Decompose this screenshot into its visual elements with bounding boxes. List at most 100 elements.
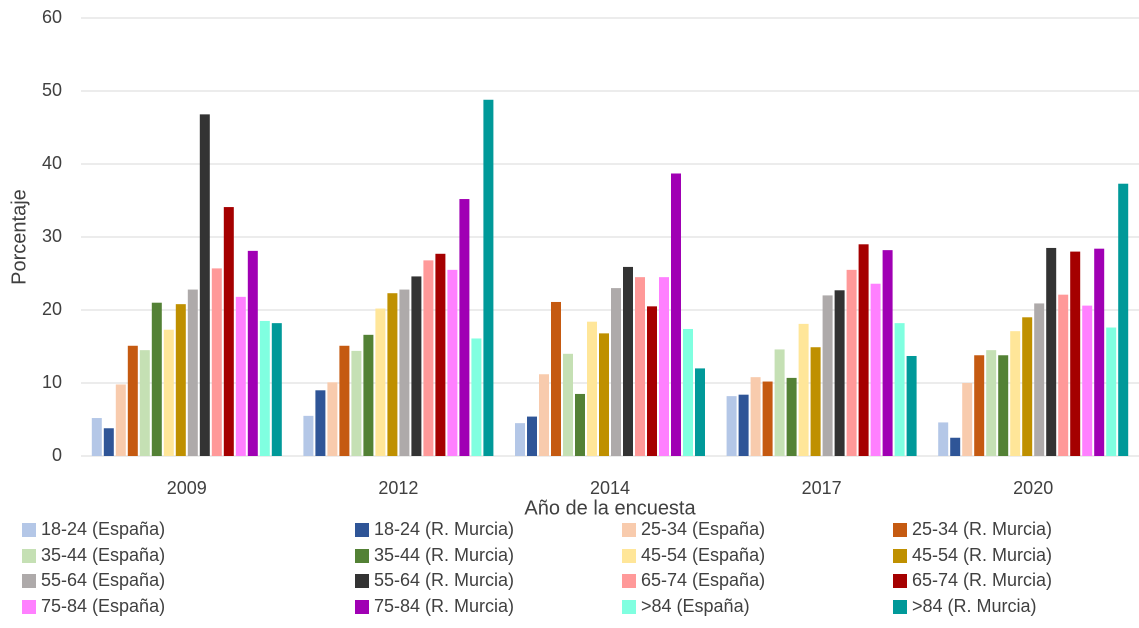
legend-swatch bbox=[622, 549, 636, 563]
legend-swatch bbox=[355, 549, 369, 563]
bar bbox=[175, 304, 186, 456]
bar bbox=[1034, 303, 1045, 456]
bar bbox=[151, 302, 162, 456]
bar bbox=[726, 396, 737, 456]
legend-swatch bbox=[355, 523, 369, 537]
bar bbox=[187, 289, 198, 456]
bar bbox=[411, 276, 422, 456]
legend-label: 45-54 (España) bbox=[641, 545, 765, 565]
bar bbox=[247, 250, 258, 456]
y-tick-label: 0 bbox=[52, 445, 62, 465]
bar bbox=[906, 355, 917, 456]
bar bbox=[750, 377, 761, 456]
legend-label: 55-64 (R. Murcia) bbox=[374, 570, 514, 590]
legend-label: 55-64 (España) bbox=[41, 570, 165, 590]
bar bbox=[623, 266, 633, 456]
bar bbox=[163, 329, 174, 456]
bar bbox=[363, 334, 374, 456]
bar bbox=[139, 350, 150, 456]
bar bbox=[447, 269, 458, 456]
bar bbox=[1118, 183, 1129, 456]
bar bbox=[103, 428, 114, 456]
legend-swatch bbox=[893, 523, 907, 537]
bar bbox=[786, 377, 797, 456]
legend-label: 18-24 (R. Murcia) bbox=[374, 519, 514, 539]
legend-label: 75-84 (España) bbox=[41, 596, 165, 616]
y-tick-label: 40 bbox=[42, 153, 62, 173]
legend-label: >84 (España) bbox=[641, 596, 750, 616]
y-tick-label: 60 bbox=[42, 7, 62, 27]
legend-label: >84 (R. Murcia) bbox=[912, 596, 1037, 616]
bar bbox=[671, 173, 681, 457]
bar bbox=[950, 437, 961, 456]
bar bbox=[798, 323, 809, 456]
legend-label: 65-74 (España) bbox=[641, 570, 765, 590]
bar bbox=[858, 244, 869, 456]
bar bbox=[587, 321, 597, 456]
bar bbox=[762, 381, 773, 456]
bar bbox=[1022, 317, 1033, 456]
bar bbox=[599, 333, 609, 456]
x-tick-label: 2009 bbox=[167, 478, 207, 498]
bar bbox=[199, 114, 210, 457]
bar bbox=[647, 306, 657, 456]
bar bbox=[339, 345, 350, 456]
legend-label: 35-44 (R. Murcia) bbox=[374, 545, 514, 565]
bar bbox=[515, 423, 525, 456]
bar bbox=[882, 250, 893, 456]
bar bbox=[974, 355, 985, 456]
bar bbox=[1082, 305, 1093, 456]
legend-swatch bbox=[622, 523, 636, 537]
bar bbox=[435, 253, 446, 456]
bar bbox=[423, 260, 434, 456]
legend-swatch bbox=[22, 523, 36, 537]
bar bbox=[539, 374, 549, 456]
y-tick-label: 10 bbox=[42, 372, 62, 392]
bar bbox=[1058, 294, 1069, 456]
bar bbox=[91, 418, 102, 456]
bar bbox=[399, 289, 410, 456]
bar bbox=[659, 277, 669, 456]
bar bbox=[387, 293, 398, 456]
bar bbox=[846, 269, 857, 456]
bar bbox=[235, 296, 246, 456]
bar bbox=[870, 283, 881, 456]
legend-label: 25-34 (R. Murcia) bbox=[912, 519, 1052, 539]
legend-label: 65-74 (R. Murcia) bbox=[912, 570, 1052, 590]
legend-label: 45-54 (R. Murcia) bbox=[912, 545, 1052, 565]
legend-swatch bbox=[22, 600, 36, 614]
bar bbox=[471, 338, 482, 456]
bar bbox=[459, 199, 470, 457]
x-tick-label: 2017 bbox=[802, 478, 842, 498]
bar bbox=[822, 295, 833, 456]
bar bbox=[1046, 247, 1057, 456]
bar bbox=[998, 355, 1009, 456]
x-tick-label: 2014 bbox=[590, 478, 630, 498]
x-tick-label: 2012 bbox=[378, 478, 418, 498]
y-tick-label: 20 bbox=[42, 299, 62, 319]
bar bbox=[375, 308, 386, 456]
y-tick-label: 30 bbox=[42, 226, 62, 246]
bar bbox=[303, 415, 314, 456]
bar bbox=[115, 384, 126, 456]
bar bbox=[683, 328, 693, 456]
x-tick-label: 2020 bbox=[1013, 478, 1053, 498]
bar bbox=[575, 393, 585, 456]
bar bbox=[271, 323, 282, 456]
legend-swatch bbox=[355, 574, 369, 588]
bar bbox=[695, 368, 705, 456]
legend-swatch bbox=[893, 549, 907, 563]
bar bbox=[635, 277, 645, 456]
bar bbox=[563, 353, 573, 456]
bar bbox=[938, 422, 949, 456]
legend-swatch bbox=[893, 600, 907, 614]
legend-label: 18-24 (España) bbox=[41, 519, 165, 539]
legend-label: 35-44 (España) bbox=[41, 545, 165, 565]
bar bbox=[1010, 331, 1021, 456]
legend-label: 75-84 (R. Murcia) bbox=[374, 596, 514, 616]
bar bbox=[738, 394, 749, 456]
bar bbox=[834, 290, 845, 456]
bar bbox=[962, 383, 973, 456]
bar bbox=[259, 320, 270, 456]
x-axis-title: Año de la encuesta bbox=[524, 497, 696, 519]
